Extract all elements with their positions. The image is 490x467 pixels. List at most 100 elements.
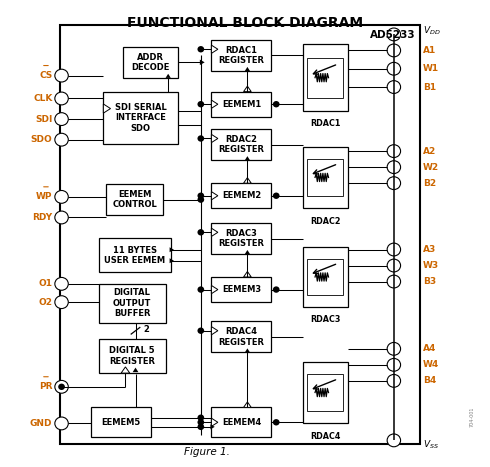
Circle shape	[197, 286, 204, 293]
Polygon shape	[211, 134, 218, 142]
Circle shape	[55, 381, 68, 393]
Circle shape	[387, 177, 401, 190]
Text: $V_{SS}$: $V_{SS}$	[423, 439, 439, 451]
Text: GND: GND	[30, 419, 52, 428]
Polygon shape	[170, 258, 174, 263]
Text: EEMEM
CONTROL: EEMEM CONTROL	[112, 190, 157, 209]
Polygon shape	[211, 285, 218, 294]
Bar	[211, 277, 271, 302]
Text: RDAC3
REGISTER: RDAC3 REGISTER	[219, 229, 265, 248]
Text: B3: B3	[423, 277, 436, 286]
Bar	[106, 184, 163, 215]
Circle shape	[387, 359, 401, 371]
Polygon shape	[245, 67, 250, 71]
Circle shape	[58, 383, 65, 390]
Text: RDAC2: RDAC2	[310, 217, 341, 226]
Text: O2: O2	[38, 297, 52, 307]
Circle shape	[197, 415, 204, 421]
Circle shape	[387, 275, 401, 288]
Circle shape	[55, 133, 68, 146]
Bar	[303, 361, 348, 424]
Bar	[211, 321, 271, 353]
Circle shape	[387, 259, 401, 272]
Circle shape	[197, 229, 204, 235]
Polygon shape	[244, 271, 251, 277]
Text: A4: A4	[423, 344, 436, 354]
Text: RDAC4
REGISTER: RDAC4 REGISTER	[219, 327, 265, 347]
Circle shape	[55, 211, 68, 224]
Polygon shape	[170, 247, 174, 252]
Bar	[211, 223, 271, 254]
Polygon shape	[121, 367, 130, 373]
Circle shape	[387, 81, 401, 93]
Bar	[303, 44, 348, 111]
Text: W4: W4	[423, 361, 439, 369]
Circle shape	[197, 197, 204, 203]
Text: SDI SERIAL
INTERFACE
SDO: SDI SERIAL INTERFACE SDO	[115, 103, 167, 133]
Circle shape	[387, 44, 401, 57]
Text: RDAC1
REGISTER: RDAC1 REGISTER	[219, 46, 265, 65]
Circle shape	[387, 161, 401, 174]
Polygon shape	[244, 402, 251, 407]
Polygon shape	[211, 418, 218, 426]
Circle shape	[387, 62, 401, 75]
Polygon shape	[211, 191, 218, 200]
Circle shape	[197, 419, 204, 425]
Polygon shape	[211, 326, 218, 335]
Bar	[307, 259, 343, 295]
Circle shape	[273, 192, 280, 199]
Text: RDAC2
REGISTER: RDAC2 REGISTER	[219, 135, 265, 155]
Circle shape	[197, 327, 204, 334]
Text: EEMEM2: EEMEM2	[222, 191, 261, 200]
Circle shape	[197, 424, 204, 430]
Circle shape	[55, 296, 68, 309]
Text: Figure 1.: Figure 1.	[184, 447, 229, 457]
Text: B1: B1	[423, 83, 436, 92]
Text: EEMEM5: EEMEM5	[102, 418, 141, 427]
Text: W1: W1	[423, 64, 439, 73]
Circle shape	[55, 417, 68, 430]
Text: A1: A1	[423, 46, 436, 55]
Text: AD5233: AD5233	[370, 30, 416, 40]
Text: W2: W2	[423, 163, 439, 172]
Circle shape	[197, 101, 204, 107]
Circle shape	[387, 145, 401, 157]
Text: B2: B2	[423, 179, 436, 188]
Bar	[98, 339, 166, 373]
Circle shape	[387, 28, 401, 41]
Text: DIGITAL
OUTPUT
BUFFER: DIGITAL OUTPUT BUFFER	[113, 289, 151, 318]
Polygon shape	[245, 156, 250, 160]
Text: 2: 2	[143, 325, 149, 334]
Circle shape	[55, 191, 68, 203]
Text: SDI: SDI	[35, 114, 52, 124]
Circle shape	[55, 92, 68, 105]
Polygon shape	[200, 60, 205, 65]
Text: A2: A2	[423, 147, 436, 156]
Text: PR: PR	[39, 382, 52, 391]
Bar	[211, 129, 271, 160]
Bar	[103, 92, 178, 144]
Text: FUNCTIONAL BLOCK DIAGRAM: FUNCTIONAL BLOCK DIAGRAM	[127, 16, 363, 30]
Polygon shape	[211, 45, 218, 53]
Bar	[303, 247, 348, 307]
Bar	[211, 40, 271, 71]
Polygon shape	[211, 228, 218, 236]
Polygon shape	[166, 74, 171, 78]
Bar	[122, 47, 178, 78]
Circle shape	[387, 375, 401, 387]
Bar	[211, 92, 271, 117]
Circle shape	[387, 342, 401, 355]
Polygon shape	[211, 100, 218, 108]
Bar	[307, 159, 343, 196]
Text: CS: CS	[39, 71, 52, 80]
Bar	[307, 374, 343, 411]
Circle shape	[197, 135, 204, 142]
Circle shape	[273, 419, 280, 425]
Circle shape	[387, 243, 401, 256]
Text: EEMEM3: EEMEM3	[222, 285, 261, 294]
Polygon shape	[133, 368, 138, 372]
Polygon shape	[245, 348, 250, 353]
Text: 704-001: 704-001	[469, 406, 474, 427]
Circle shape	[55, 277, 68, 290]
Bar	[211, 183, 271, 208]
